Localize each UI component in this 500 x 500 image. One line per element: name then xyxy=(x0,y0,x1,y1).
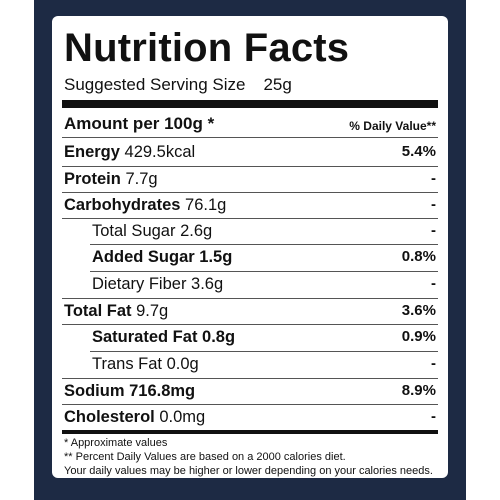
nutrient-amount: 429.5kcal xyxy=(124,143,196,161)
divider xyxy=(62,298,438,299)
nutrient-label: Trans Fat xyxy=(92,355,162,373)
nutrient-label: Total Sugar xyxy=(92,222,176,240)
nutrient-row-dietary-fiber: Dietary Fiber 3.6g - xyxy=(92,273,436,295)
nutrient-row-trans-fat: Trans Fat 0.0g - xyxy=(92,353,436,375)
nutrient-amount: 9.7g xyxy=(136,302,169,320)
divider xyxy=(62,218,438,219)
divider xyxy=(62,404,438,405)
nutrient-label: Total Fat xyxy=(64,302,132,320)
nutrient-row-total-fat: Total Fat 9.7g 3.6% xyxy=(64,300,436,322)
nutrient-row-added-sugar: Added Sugar 1.5g 0.8% xyxy=(92,246,436,268)
bottom-divider xyxy=(62,430,438,434)
nutrient-label: Protein xyxy=(64,170,121,188)
nutrient-row-total-sugar: Total Sugar 2.6g - xyxy=(92,220,436,242)
divider xyxy=(90,351,438,352)
nutrient-amount: 0.8g xyxy=(202,328,236,346)
nutrient-amount: 7.7g xyxy=(125,170,158,188)
nutrient-dv: 0.9% xyxy=(401,328,436,345)
divider xyxy=(90,271,438,272)
nutrient-label: Dietary Fiber xyxy=(92,275,187,293)
nutrient-amount: 76.1g xyxy=(185,196,227,214)
nutrient-dv: - xyxy=(431,170,436,187)
nutrient-amount: 716.8mg xyxy=(129,382,196,400)
nutrient-label: Sodium xyxy=(64,382,125,400)
nutrient-amount: 0.0g xyxy=(166,355,199,373)
nutrient-row-protein: Protein 7.7g - xyxy=(64,168,436,190)
nutrient-amount: 1.5g xyxy=(199,248,233,266)
divider xyxy=(62,192,438,193)
nutrient-dv: - xyxy=(431,196,436,213)
divider xyxy=(62,324,438,325)
nutrient-dv: - xyxy=(431,222,436,239)
nutrition-facts-panel: Nutrition Facts Suggested Serving Size 25… xyxy=(52,16,448,478)
nutrient-amount: 0.0mg xyxy=(159,408,206,426)
serving-size: Suggested Serving Size 25g xyxy=(64,74,292,96)
nutrient-dv: 0.8% xyxy=(401,248,436,265)
nutrient-dv: 3.6% xyxy=(401,302,436,319)
serving-size-value: 25g xyxy=(263,75,292,94)
nutrition-title: Nutrition Facts xyxy=(64,26,350,70)
thick-divider xyxy=(62,100,438,108)
amount-header-row: Amount per 100g * % Daily Value** xyxy=(64,113,436,135)
nutrient-amount: 3.6g xyxy=(191,275,224,293)
divider xyxy=(62,137,438,138)
divider xyxy=(62,378,438,379)
nutrient-dv: - xyxy=(431,355,436,372)
daily-value-header: % Daily Value** xyxy=(349,119,436,133)
nutrient-row-sodium: Sodium 716.8mg 8.9% xyxy=(64,380,436,402)
nutrient-dv: 8.9% xyxy=(401,382,436,399)
divider xyxy=(62,166,438,167)
nutrient-dv: - xyxy=(431,408,436,425)
divider xyxy=(90,244,438,245)
footnote-daily-values: ** Percent Daily Values are based on a 2… xyxy=(64,451,346,463)
nutrient-dv: - xyxy=(431,275,436,292)
amount-per-label: Amount per 100g * xyxy=(64,114,215,133)
footnote-variance: Your daily values may be higher or lower… xyxy=(64,465,433,477)
nutrient-row-saturated-fat: Saturated Fat 0.8g 0.9% xyxy=(92,326,436,348)
nutrient-row-energy: Energy 429.5kcal 5.4% xyxy=(64,141,436,163)
nutrient-dv: 5.4% xyxy=(401,143,436,160)
nutrient-label: Saturated Fat xyxy=(92,328,198,346)
nutrient-amount: 2.6g xyxy=(180,222,213,240)
nutrient-row-carbohydrates: Carbohydrates 76.1g - xyxy=(64,194,436,216)
nutrient-label: Added Sugar xyxy=(92,248,195,266)
nutrient-label: Cholesterol xyxy=(64,408,155,426)
serving-size-label: Suggested Serving Size xyxy=(64,75,246,94)
nutrient-row-cholesterol: Cholesterol 0.0mg - xyxy=(64,406,436,428)
footnote-approximate: * Approximate values xyxy=(64,437,168,449)
nutrient-label: Energy xyxy=(64,143,120,161)
nutrient-label: Carbohydrates xyxy=(64,196,181,214)
